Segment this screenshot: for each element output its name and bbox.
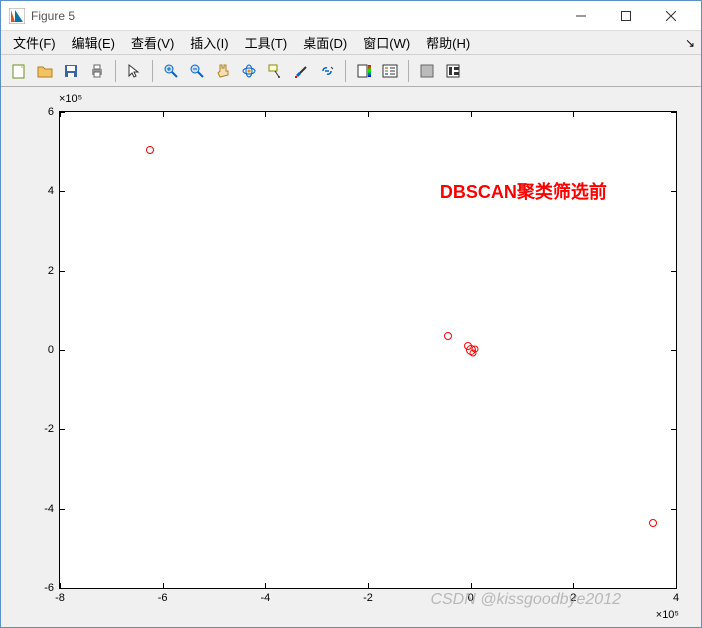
window-title: Figure 5	[31, 9, 558, 23]
titlebar: Figure 5	[1, 1, 701, 31]
x-tick-label: 2	[570, 588, 576, 604]
maximize-button[interactable]	[603, 2, 648, 30]
menubar: 文件(F) 编辑(E) 查看(V) 插入(I) 工具(T) 桌面(D) 窗口(W…	[1, 31, 701, 55]
link-button[interactable]	[315, 59, 339, 83]
colorbar-button[interactable]	[352, 59, 376, 83]
axes[interactable]: -6-4-20246-8-6-4-2024DBSCAN聚类筛选前	[59, 111, 677, 589]
new-figure-button[interactable]	[7, 59, 31, 83]
scatter-point	[470, 350, 477, 357]
y-tick-label: -4	[44, 503, 60, 515]
x-tick-label: -2	[363, 588, 373, 604]
minimize-button[interactable]	[558, 2, 603, 30]
zoom-out-button[interactable]	[185, 59, 209, 83]
print-button[interactable]	[85, 59, 109, 83]
save-button[interactable]	[59, 59, 83, 83]
toolbar	[1, 55, 701, 87]
menu-file[interactable]: 文件(F)	[5, 31, 64, 54]
watermark: CSDN @kissgoodbye2012	[430, 591, 621, 609]
legend-button[interactable]	[378, 59, 402, 83]
menu-view[interactable]: 查看(V)	[123, 31, 182, 54]
brush-button[interactable]	[289, 59, 313, 83]
close-button[interactable]	[648, 2, 693, 30]
hide-plot-button[interactable]	[415, 59, 439, 83]
x-exponent-label: ×10⁵	[656, 609, 679, 621]
x-tick-label: 4	[673, 588, 679, 604]
y-tick-label: 2	[48, 265, 60, 277]
menu-edit[interactable]: 编辑(E)	[64, 31, 123, 54]
window-controls	[558, 2, 693, 30]
plot-area: ×10⁵ -6-4-20246-8-6-4-2024DBSCAN聚类筛选前 ×1…	[1, 87, 701, 627]
x-tick-label: -4	[260, 588, 270, 604]
y-tick-label: -2	[44, 423, 60, 435]
menu-desktop[interactable]: 桌面(D)	[295, 31, 355, 54]
zoom-in-button[interactable]	[159, 59, 183, 83]
y-tick-label: 4	[48, 185, 60, 197]
y-tick-label: 6	[48, 106, 60, 118]
app-icon	[9, 8, 25, 24]
chart-annotation: DBSCAN聚类筛选前	[440, 178, 607, 204]
menu-tools[interactable]: 工具(T)	[237, 31, 296, 54]
pan-button[interactable]	[211, 59, 235, 83]
x-tick-label: -6	[158, 588, 168, 604]
toolbar-separator	[115, 60, 116, 82]
scatter-point	[146, 146, 154, 154]
pointer-button[interactable]	[122, 59, 146, 83]
x-tick-label: -8	[55, 588, 65, 604]
open-button[interactable]	[33, 59, 57, 83]
menu-insert[interactable]: 插入(I)	[182, 31, 236, 54]
scatter-point	[444, 332, 452, 340]
show-plot-button[interactable]	[441, 59, 465, 83]
toolbar-separator	[152, 60, 153, 82]
dock-icon[interactable]: ↘	[685, 36, 695, 50]
rotate3d-button[interactable]	[237, 59, 261, 83]
menu-help[interactable]: 帮助(H)	[418, 31, 478, 54]
y-tick-label: 0	[48, 344, 60, 356]
datacursor-button[interactable]	[263, 59, 287, 83]
menu-window[interactable]: 窗口(W)	[355, 31, 418, 54]
scatter-point	[649, 519, 657, 527]
x-tick-label: 0	[468, 588, 474, 604]
toolbar-separator	[345, 60, 346, 82]
toolbar-separator	[408, 60, 409, 82]
y-exponent-label: ×10⁵	[59, 93, 82, 105]
